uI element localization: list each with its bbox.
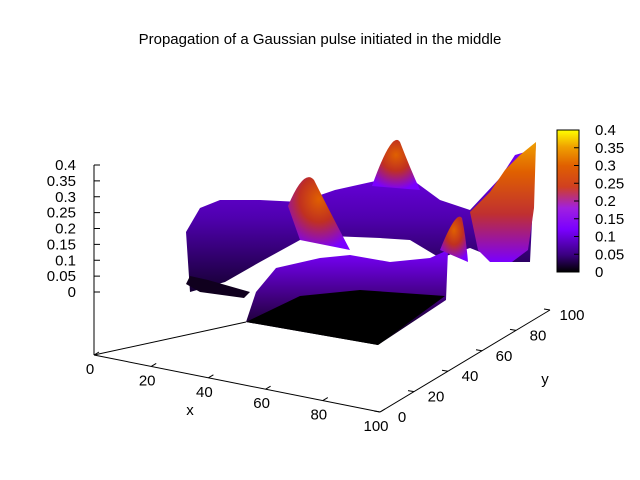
x-tick-label: 60	[253, 395, 270, 412]
y-tick-label: 80	[530, 327, 547, 344]
colorbar-tick-label: 0.35	[595, 140, 624, 157]
colorbar-ticks: 00.050.10.150.20.250.30.350.4	[574, 122, 624, 281]
y-tick-label: 40	[462, 368, 479, 385]
z-tick-label: 0	[68, 284, 76, 301]
y-tick-mark	[441, 369, 449, 372]
x-tick-label: 100	[363, 418, 388, 435]
surface-front-dark	[246, 290, 445, 345]
x-tick-mark	[150, 362, 157, 367]
surface-peak-left	[288, 177, 350, 250]
x-tick-label: 80	[310, 407, 327, 424]
surface-back-plateau	[186, 142, 536, 292]
z-tick-label: 0.05	[47, 268, 76, 285]
surface	[186, 139, 536, 345]
axes-frame	[93, 165, 551, 413]
x-axis-label: x	[186, 402, 194, 419]
x-tick-label: 0	[86, 361, 94, 378]
chart-title: Propagation of a Gaussian pulse initiate…	[139, 31, 502, 48]
y-tick-label: 60	[496, 348, 513, 365]
z-tick-label: 0.35	[47, 173, 76, 190]
ticks-layer: 00.050.10.150.20.250.30.350.402040608010…	[47, 157, 585, 435]
colorbar-tick-label: 0.05	[595, 246, 624, 263]
y-axis-label: y	[541, 371, 549, 388]
y-tick-mark	[407, 390, 415, 393]
x-tick-mark	[265, 385, 271, 390]
surface-back-edge	[186, 276, 250, 298]
x-tick-label: 40	[196, 384, 213, 401]
colorbar-tick-label: 0.25	[595, 175, 624, 192]
y-tick-label: 100	[559, 307, 584, 324]
z-tick-label: 0.15	[47, 236, 76, 253]
y-tick-mark	[373, 410, 381, 413]
z-tick-label: 0.2	[55, 221, 76, 238]
colorbar-tick-label: 0	[595, 264, 603, 281]
surface-right-wall	[470, 142, 536, 262]
x-tick-mark	[93, 351, 100, 356]
x-tick-label: 20	[139, 372, 156, 389]
surface-peak-back	[372, 139, 420, 190]
x-tick-mark	[379, 408, 386, 413]
z-tick-label: 0.3	[55, 189, 76, 206]
colorbar-tick-label: 0.2	[595, 193, 616, 210]
colorbar-tick-label: 0.3	[595, 158, 616, 175]
x-tick-mark	[208, 374, 214, 379]
y-tick-mark	[543, 308, 551, 311]
colorbar-tick-label: 0.4	[595, 122, 616, 139]
surface-peak-front	[440, 216, 468, 262]
colorbar-tick-label: 0.1	[595, 229, 616, 246]
z-tick-label: 0.25	[47, 205, 76, 222]
z-tick-label: 0.4	[55, 157, 76, 174]
y-tick-mark	[509, 328, 517, 331]
y-tick-mark	[475, 349, 483, 352]
y-tick-label: 20	[428, 389, 445, 406]
x-tick-mark	[322, 397, 329, 402]
y-tick-label: 0	[398, 409, 406, 426]
colorbar-tick-label: 0.15	[595, 211, 624, 228]
z-tick-label: 0.1	[55, 252, 76, 269]
